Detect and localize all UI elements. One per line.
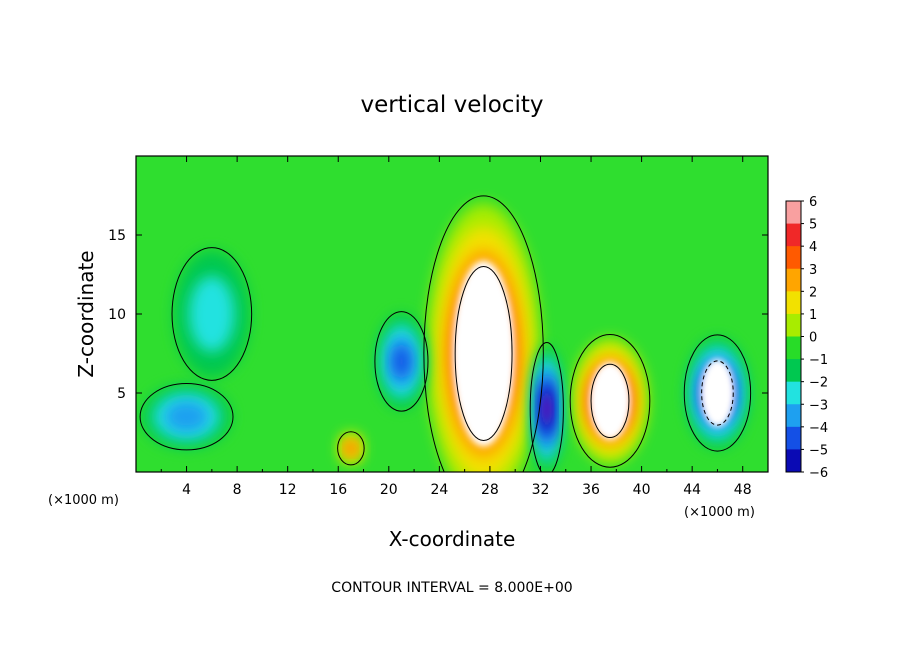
colorbar-swatch bbox=[786, 336, 801, 360]
x-tick-label: 28 bbox=[481, 482, 499, 498]
x-tick-label: 16 bbox=[329, 482, 347, 498]
x-tick-label: 48 bbox=[734, 482, 752, 498]
chart-title: vertical velocity bbox=[361, 92, 544, 118]
field-level bbox=[164, 400, 209, 433]
contour-line bbox=[374, 311, 429, 412]
colorbar-swatch bbox=[786, 449, 801, 473]
contour-line bbox=[683, 334, 752, 452]
colorbar-swatch bbox=[786, 201, 801, 225]
colorbar-swatch bbox=[786, 268, 801, 292]
field-level bbox=[189, 276, 235, 352]
contour-line bbox=[529, 341, 564, 472]
x-unit-left: (×1000 m) bbox=[48, 493, 119, 508]
contour-line-inner bbox=[701, 360, 734, 426]
colorbar-swatch bbox=[786, 404, 801, 428]
field-feature bbox=[142, 385, 231, 449]
y-axis: 5 10 15 bbox=[108, 228, 768, 402]
field-level bbox=[393, 345, 410, 378]
field-feature bbox=[685, 337, 750, 449]
contour-layer bbox=[139, 195, 752, 472]
field-feature bbox=[572, 337, 648, 465]
x-axis-label: X-coordinate bbox=[389, 527, 516, 551]
contour-line bbox=[171, 247, 253, 381]
contour-line-inner bbox=[454, 265, 513, 442]
x-tick-label: 20 bbox=[380, 482, 398, 498]
plot-area bbox=[136, 156, 768, 472]
field-saturated-core bbox=[452, 260, 515, 447]
colorbar-label: 5 bbox=[809, 218, 817, 233]
field-feature bbox=[426, 203, 541, 472]
colorbar-label: −4 bbox=[809, 421, 828, 436]
x-tick-label: 36 bbox=[582, 482, 600, 498]
colorbar-swatch bbox=[786, 246, 801, 270]
colorbar-label: 2 bbox=[809, 285, 817, 300]
colorbar-label: −1 bbox=[809, 353, 828, 368]
contour-line bbox=[337, 431, 365, 466]
x-tick-label: 24 bbox=[430, 482, 448, 498]
colorbar: 6 5 4 3 2 1 0 −1 −2 −3 −4 −5 −6 bbox=[785, 195, 828, 481]
x-unit-right: (×1000 m) bbox=[684, 505, 755, 520]
contour-line bbox=[139, 383, 234, 451]
colorbar-swatch bbox=[786, 313, 801, 337]
field-feature bbox=[531, 345, 563, 472]
x-tick-label: 40 bbox=[633, 482, 651, 498]
colorbar-swatch bbox=[786, 291, 801, 315]
x-tick-label: 4 bbox=[182, 482, 191, 498]
field-saturated-core bbox=[700, 358, 735, 428]
contour-line-inner bbox=[590, 363, 630, 439]
colorbar-label: −3 bbox=[809, 398, 828, 413]
colorbar-label: 0 bbox=[809, 331, 817, 346]
x-tick-label: 12 bbox=[279, 482, 297, 498]
x-tick-label: 44 bbox=[683, 482, 701, 498]
field-layer bbox=[142, 203, 750, 472]
field-feature bbox=[338, 432, 364, 465]
contour-line bbox=[423, 195, 544, 472]
colorbar-label: 6 bbox=[809, 195, 817, 210]
x-tick-label: 32 bbox=[532, 482, 550, 498]
colorbar-label: −6 bbox=[809, 466, 828, 481]
colorbar-label: 3 bbox=[809, 263, 817, 278]
contour-interval-note: CONTOUR INTERVAL = 8.000E+00 bbox=[331, 580, 572, 596]
colorbar-label: 1 bbox=[809, 308, 817, 323]
y-tick-label: 15 bbox=[108, 228, 126, 244]
colorbar-label: −2 bbox=[809, 376, 828, 391]
y-tick-label: 5 bbox=[117, 386, 126, 402]
colorbar-swatch bbox=[786, 359, 801, 383]
field-level bbox=[346, 443, 356, 454]
field-feature bbox=[173, 250, 250, 378]
colorbar-swatch bbox=[786, 381, 801, 405]
colorbar-label: −5 bbox=[809, 443, 828, 458]
x-tick-label: 8 bbox=[233, 482, 242, 498]
x-axis: 4 8 12 16 20 24 28 32 36 40 44 48 bbox=[160, 156, 752, 498]
colorbar-swatch bbox=[786, 426, 801, 450]
field-saturated-core bbox=[589, 361, 631, 441]
contour-line bbox=[569, 334, 651, 468]
colorbar-label: 4 bbox=[809, 240, 817, 255]
y-axis-label: Z-coordinate bbox=[74, 250, 98, 377]
y-tick-label: 10 bbox=[108, 307, 126, 323]
field-feature bbox=[376, 314, 427, 409]
colorbar-swatch bbox=[786, 223, 801, 247]
field-level bbox=[543, 394, 551, 424]
